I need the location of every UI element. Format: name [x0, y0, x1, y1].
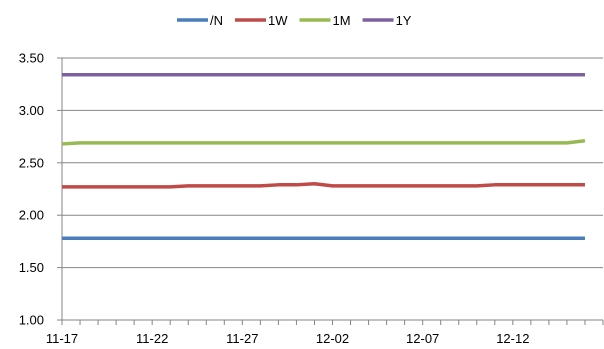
legend: /N 1W 1M 1Y [177, 13, 412, 28]
y-tick-label: 3.50 [19, 51, 44, 66]
y-tick-label: 1.50 [19, 260, 44, 275]
x-tick-label: 12-07 [406, 331, 439, 346]
y-tick-label: 2.50 [19, 155, 44, 170]
x-tick-labels: 11-17 11-22 11-27 12-02 12-07 12-12 [46, 320, 604, 346]
series-line-1W-line [62, 182, 585, 189]
series-line-1M-line [61, 139, 586, 146]
legend-label: 1W [268, 13, 288, 28]
axes [61, 58, 603, 321]
legend-label: /N [210, 13, 223, 28]
x-tick-label: 12-12 [496, 331, 529, 346]
x-tick-label: 11-17 [46, 331, 78, 346]
y-tick-labels: 1.00 1.50 2.00 2.50 3.00 3.50 [19, 51, 62, 328]
y-tick-label: 1.00 [19, 313, 44, 328]
y-tick-label: 3.00 [19, 103, 44, 118]
series-lines [61, 73, 586, 241]
legend-label: 1Y [396, 13, 412, 28]
gridlines [62, 57, 603, 269]
x-tick-label: 11-22 [136, 331, 168, 346]
y-tick-label: 2.00 [19, 208, 44, 223]
legend-label: 1M [333, 13, 351, 28]
x-tick-label: 12-02 [316, 331, 349, 346]
x-tick-label: 11-27 [226, 331, 258, 346]
